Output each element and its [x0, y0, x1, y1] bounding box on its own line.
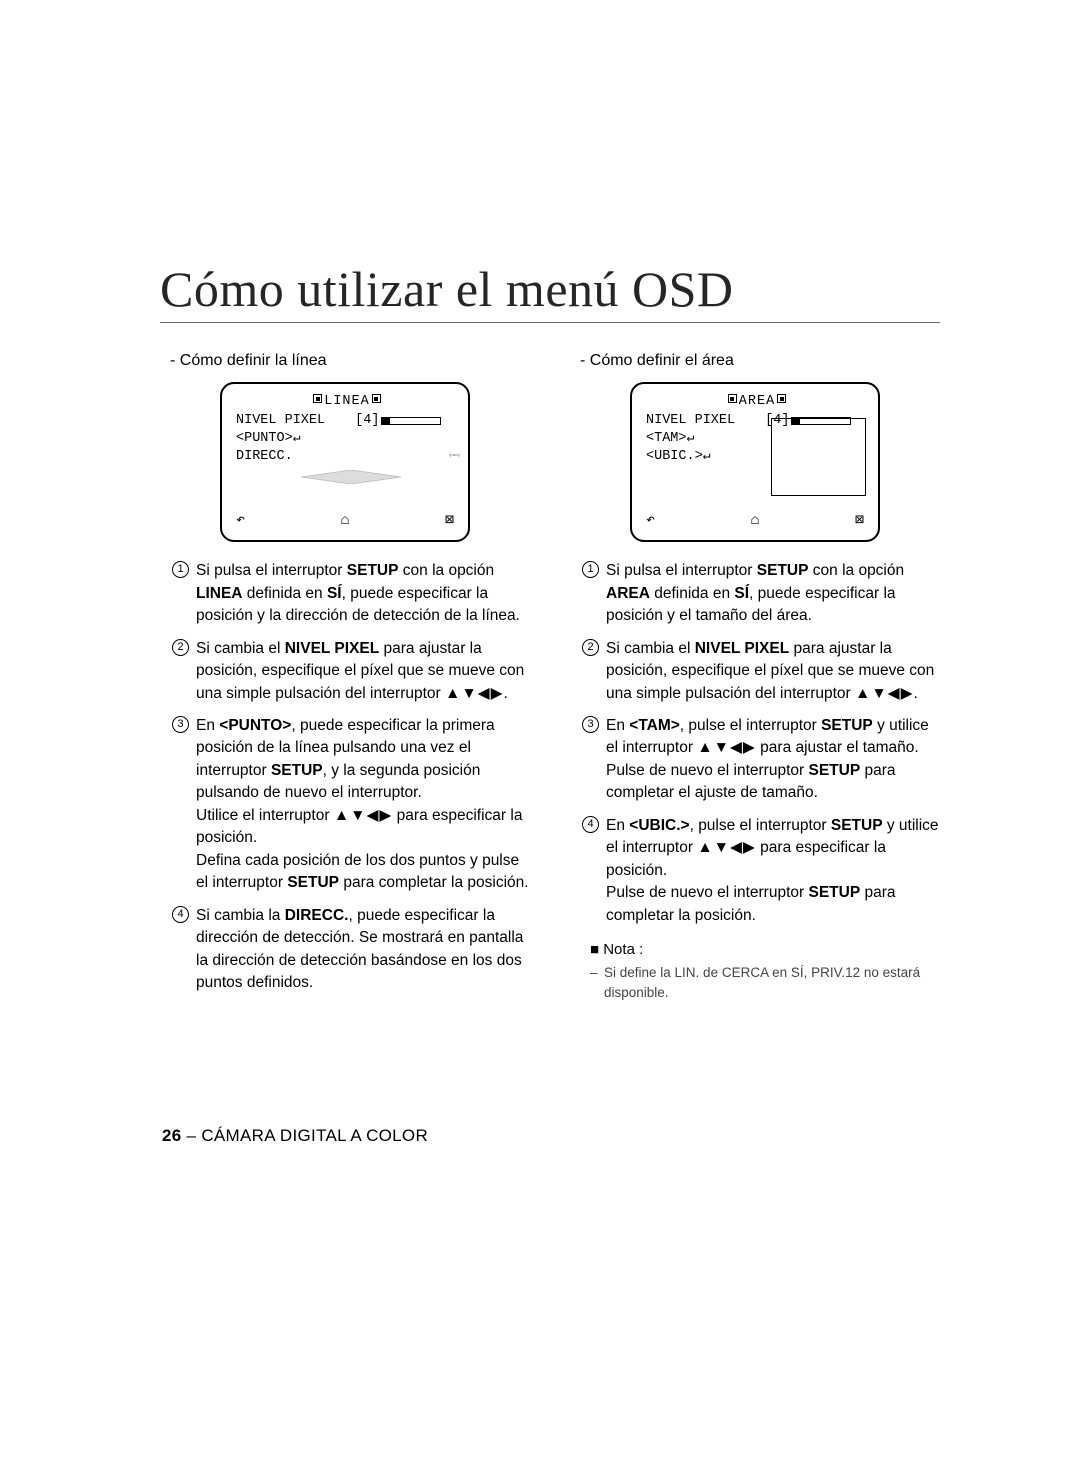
page-title: Cómo utilizar el menú OSD: [160, 260, 940, 323]
ubic-label: <UBIC.>: [646, 447, 703, 467]
osd-row: NIVEL PIXEL [4]: [236, 412, 458, 430]
page-footer: 26 – CÁMARA DIGITAL A COLOR: [162, 1126, 428, 1146]
manual-page: Cómo utilizar el menú OSD - Cómo definir…: [0, 0, 1080, 1476]
osd-linea-panel: LINEA NIVEL PIXEL [4] <PUNTO> ↵ DIRECC. …: [220, 382, 470, 542]
left-subhead: - Cómo definir la línea: [170, 349, 530, 372]
right-subhead: - Cómo definir el área: [580, 349, 940, 372]
step-number: 4: [172, 906, 189, 923]
osd-bottom-icons: ↶ ⌂ ⊠: [236, 510, 454, 532]
step-item: 1Si pulsa el interruptor SETUP con la op…: [196, 560, 530, 627]
right-column: - Cómo definir el área AREA NIVEL PIXEL …: [570, 343, 940, 1005]
note-body: Si define la LIN. de CERCA en SÍ, PRIV.1…: [604, 963, 940, 1002]
square-icon: [728, 394, 737, 403]
tam-label: <TAM>: [646, 429, 687, 449]
back-icon: ↶: [646, 510, 655, 532]
step-item: 3En <PUNTO>, puede especificar la primer…: [196, 715, 530, 895]
direcc-label: DIRECC.: [236, 447, 293, 467]
osd-row: DIRECC. ⇦⇨: [236, 448, 458, 466]
position-diamond-icon: [301, 470, 401, 484]
osd-row: <PUNTO> ↵: [236, 430, 458, 448]
footer-label: – CÁMARA DIGITAL A COLOR: [182, 1126, 429, 1145]
back-icon: ↶: [236, 510, 245, 532]
osd-area-panel: AREA NIVEL PIXEL [4] <TAM> ↵ <UBIC.> ↵: [630, 382, 880, 542]
slider-icon: [381, 417, 441, 425]
enter-icon: ↵: [293, 429, 301, 448]
square-icon: [372, 394, 381, 403]
osd-title-text: AREA: [739, 394, 775, 409]
step-number: 1: [172, 561, 189, 578]
close-icon: ⊠: [445, 510, 454, 532]
osd-title-text: LINEA: [324, 394, 370, 409]
step-number: 2: [172, 639, 189, 656]
page-number: 26: [162, 1126, 182, 1145]
step-item: 4Si cambia la DIRECC., puede especificar…: [196, 905, 530, 995]
note-heading: ■ Nota :: [590, 939, 940, 961]
step-number: 2: [582, 639, 599, 656]
step-number: 3: [582, 716, 599, 733]
area-preview-box: [771, 418, 866, 496]
enter-icon: ↵: [687, 429, 695, 448]
nivel-pixel-label: NIVEL PIXEL: [646, 411, 735, 431]
step-item: 3En <TAM>, pulse el interruptor SETUP y …: [606, 715, 940, 805]
two-columns: - Cómo definir la línea LINEA NIVEL PIXE…: [160, 343, 940, 1005]
step-item: 2Si cambia el NIVEL PIXEL para ajustar l…: [196, 638, 530, 705]
left-column: - Cómo definir la línea LINEA NIVEL PIXE…: [160, 343, 530, 1005]
left-right-arrows-icon: ⇦⇨: [449, 449, 458, 465]
step-item: 2Si cambia el NIVEL PIXEL para ajustar l…: [606, 638, 940, 705]
osd-title: LINEA: [236, 392, 458, 412]
nivel-pixel-label: NIVEL PIXEL: [236, 411, 325, 431]
right-steps: 1Si pulsa el interruptor SETUP con la op…: [570, 560, 940, 927]
home-icon: ⌂: [340, 510, 349, 532]
square-icon: [777, 394, 786, 403]
home-icon: ⌂: [750, 510, 759, 532]
left-steps: 1Si pulsa el interruptor SETUP con la op…: [160, 560, 530, 994]
step-item: 4En <UBIC.>, pulse el interruptor SETUP …: [606, 815, 940, 927]
square-icon: [313, 394, 322, 403]
step-number: 4: [582, 816, 599, 833]
osd-title: AREA: [646, 392, 868, 412]
enter-icon: ↵: [703, 447, 711, 466]
step-item: 1Si pulsa el interruptor SETUP con la op…: [606, 560, 940, 627]
step-number: 3: [172, 716, 189, 733]
nivel-pixel-value: [4]: [355, 411, 379, 431]
step-number: 1: [582, 561, 599, 578]
close-icon: ⊠: [855, 510, 864, 532]
osd-bottom-icons: ↶ ⌂ ⊠: [646, 510, 864, 532]
punto-label: <PUNTO>: [236, 429, 293, 449]
